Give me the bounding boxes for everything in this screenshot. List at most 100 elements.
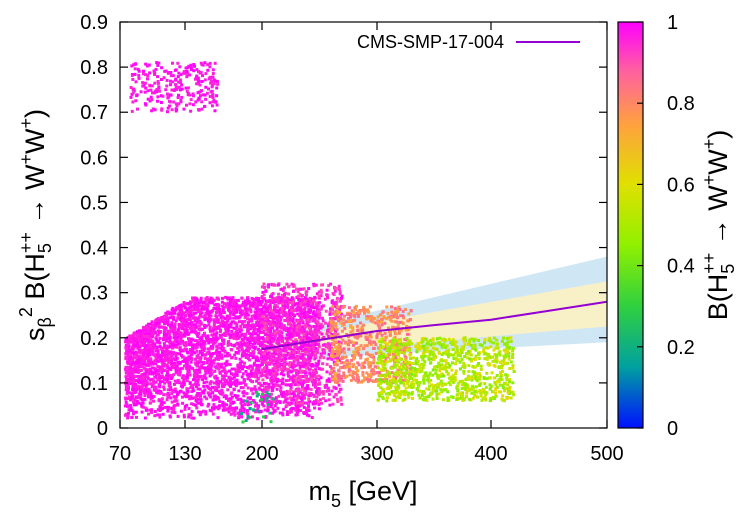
scatter-point xyxy=(127,395,131,399)
scatter-point xyxy=(183,348,187,352)
scatter-point xyxy=(406,319,410,323)
scatter-point xyxy=(196,317,200,321)
scatter-point xyxy=(152,385,156,389)
scatter-point xyxy=(391,325,395,329)
scatter-point xyxy=(280,380,284,384)
scatter-point xyxy=(259,409,263,413)
scatter-point xyxy=(357,378,360,382)
scatter-point xyxy=(262,282,266,286)
scatter-point xyxy=(268,335,272,339)
scatter-point xyxy=(336,397,339,401)
scatter-point xyxy=(317,294,321,298)
scatter-point xyxy=(294,380,297,384)
scatter-point xyxy=(267,311,271,315)
scatter-point xyxy=(232,326,236,330)
scatter-point xyxy=(291,313,295,316)
scatter-point xyxy=(185,388,189,392)
scatter-point xyxy=(393,320,397,324)
scatter-points xyxy=(123,61,516,424)
scatter-point xyxy=(264,357,268,361)
scatter-point xyxy=(296,332,300,336)
scatter-point xyxy=(190,330,193,334)
scatter-point xyxy=(152,381,156,385)
scatter-point xyxy=(155,318,159,321)
scatter-point xyxy=(329,324,333,328)
scatter-point xyxy=(293,383,297,387)
scatter-point xyxy=(331,343,335,347)
scatter-point xyxy=(276,362,280,366)
scatter-point xyxy=(180,319,183,323)
scatter-point xyxy=(261,337,265,341)
scatter-point xyxy=(232,312,236,316)
scatter-point xyxy=(333,372,337,375)
scatter-point xyxy=(134,370,138,374)
scatter-point xyxy=(286,318,290,322)
scatter-point xyxy=(186,318,190,322)
scatter-point xyxy=(201,301,205,305)
scatter-point xyxy=(155,345,159,349)
scatter-point xyxy=(137,380,141,383)
scatter-point xyxy=(327,284,331,288)
scatter-point xyxy=(254,369,258,373)
scatter-point xyxy=(143,377,147,381)
scatter-point xyxy=(288,361,292,365)
scatter-point xyxy=(263,387,267,391)
scatter-point xyxy=(188,348,192,352)
scatter-point xyxy=(287,356,291,360)
scatter-point xyxy=(281,289,285,293)
scatter-point xyxy=(407,312,411,316)
scatter-point xyxy=(323,351,326,355)
scatter-point xyxy=(181,303,185,307)
scatter-point xyxy=(195,343,199,347)
scatter-point xyxy=(191,346,195,350)
scatter-point xyxy=(127,379,131,383)
scatter-point xyxy=(264,374,268,378)
scatter-point xyxy=(264,381,268,385)
scatter-point xyxy=(183,394,187,398)
scatter-point xyxy=(295,287,299,291)
scatter-point xyxy=(145,325,149,329)
scatter-point xyxy=(140,398,144,402)
scatter-point xyxy=(337,343,341,346)
scatter-point xyxy=(345,374,349,378)
scatter-point xyxy=(229,401,233,405)
scatter-point xyxy=(361,361,365,365)
scatter-point xyxy=(188,312,192,316)
scatter-point xyxy=(232,367,236,371)
scatter-point xyxy=(385,369,389,373)
scatter-point xyxy=(264,302,268,306)
scatter-point xyxy=(401,351,405,355)
scatter-point xyxy=(173,361,176,365)
scatter-point xyxy=(318,389,322,393)
scatter-point xyxy=(502,336,505,340)
scatter-point xyxy=(396,309,400,313)
scatter-point xyxy=(148,367,152,371)
scatter-point xyxy=(166,320,170,324)
scatter-point xyxy=(273,308,277,312)
scatter-point xyxy=(146,339,149,343)
scatter-point xyxy=(295,325,299,329)
scatter-point xyxy=(438,369,442,373)
scatter-point xyxy=(239,311,242,315)
scatter-point xyxy=(276,299,280,303)
scatter-point xyxy=(243,305,247,309)
scatter-point xyxy=(192,323,196,327)
scatter-point xyxy=(291,334,295,338)
scatter-point xyxy=(270,401,274,405)
scatter-point xyxy=(357,363,361,367)
scatter-point xyxy=(338,347,342,351)
scatter-point xyxy=(332,366,336,370)
scatter-point xyxy=(131,337,135,341)
scatter-point xyxy=(356,310,360,314)
scatter-point xyxy=(358,309,362,312)
scatter-point xyxy=(276,368,280,372)
scatter-point xyxy=(265,335,269,339)
scatter-point xyxy=(168,336,172,339)
scatter-point xyxy=(291,356,295,360)
scatter-point xyxy=(401,309,405,313)
scatter-point xyxy=(300,319,304,323)
scatter-point xyxy=(179,308,183,312)
scatter-point xyxy=(317,301,321,305)
scatter-point xyxy=(264,415,268,419)
scatter-point xyxy=(204,353,208,357)
